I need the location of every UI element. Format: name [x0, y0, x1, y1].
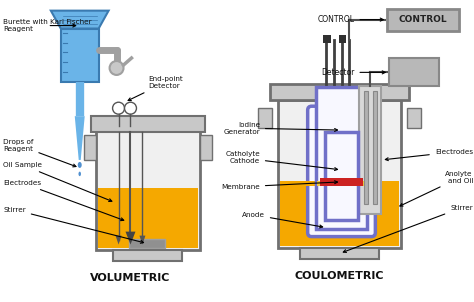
Circle shape	[125, 102, 137, 114]
Bar	[270, 84, 409, 100]
Polygon shape	[116, 236, 121, 245]
Bar	[280, 183, 399, 246]
Text: Anolyte
and Oil: Anolyte and Oil	[400, 171, 473, 206]
Bar	[389, 58, 439, 86]
Bar	[98, 188, 198, 248]
Text: Stirrer: Stirrer	[3, 207, 144, 243]
FancyBboxPatch shape	[308, 106, 375, 236]
Bar	[317, 181, 366, 186]
Bar	[365, 91, 368, 204]
Text: Iodine
Generator: Iodine Generator	[223, 122, 337, 135]
Bar	[280, 181, 399, 186]
Polygon shape	[75, 116, 85, 160]
Bar	[96, 130, 200, 249]
Bar	[129, 239, 165, 248]
Bar	[91, 116, 205, 132]
Bar	[316, 87, 367, 229]
Bar	[319, 178, 364, 186]
Bar	[323, 34, 330, 43]
Bar	[359, 86, 382, 214]
FancyBboxPatch shape	[319, 127, 365, 226]
Text: CONTROL: CONTROL	[399, 15, 447, 24]
Text: CONTROL: CONTROL	[318, 15, 383, 24]
Polygon shape	[139, 236, 146, 245]
Bar	[325, 132, 358, 220]
Polygon shape	[51, 11, 109, 29]
Bar	[278, 100, 401, 248]
Circle shape	[109, 61, 124, 75]
Text: Detector: Detector	[321, 68, 385, 77]
Bar	[112, 249, 182, 262]
Bar	[61, 29, 99, 82]
Circle shape	[112, 102, 125, 114]
Text: Burette with Karl Fischer
Reagent: Burette with Karl Fischer Reagent	[3, 19, 91, 32]
Text: Drops of
Reagent: Drops of Reagent	[3, 139, 76, 167]
Ellipse shape	[79, 172, 81, 176]
Text: Oil Sample: Oil Sample	[3, 162, 112, 201]
Bar	[407, 108, 421, 128]
Text: VOLUMETRIC: VOLUMETRIC	[91, 273, 171, 284]
Bar	[338, 34, 346, 43]
Text: COULOMETRIC: COULOMETRIC	[295, 271, 384, 281]
Text: Stirrer: Stirrer	[343, 205, 473, 252]
Text: Catholyte
Cathode: Catholyte Cathode	[225, 152, 337, 171]
Bar	[374, 91, 377, 204]
Text: Electrodes: Electrodes	[3, 180, 124, 221]
Text: End-point
Detector: End-point Detector	[128, 76, 183, 101]
Bar	[300, 248, 379, 259]
Bar	[258, 108, 272, 128]
Text: Electrodes: Electrodes	[385, 149, 473, 161]
Bar	[200, 135, 212, 160]
Polygon shape	[126, 232, 136, 245]
Bar	[313, 118, 370, 232]
Text: Membrane: Membrane	[221, 181, 337, 190]
Bar	[387, 9, 459, 31]
Ellipse shape	[78, 162, 82, 168]
Text: Anode: Anode	[242, 212, 323, 228]
Bar	[84, 135, 96, 160]
